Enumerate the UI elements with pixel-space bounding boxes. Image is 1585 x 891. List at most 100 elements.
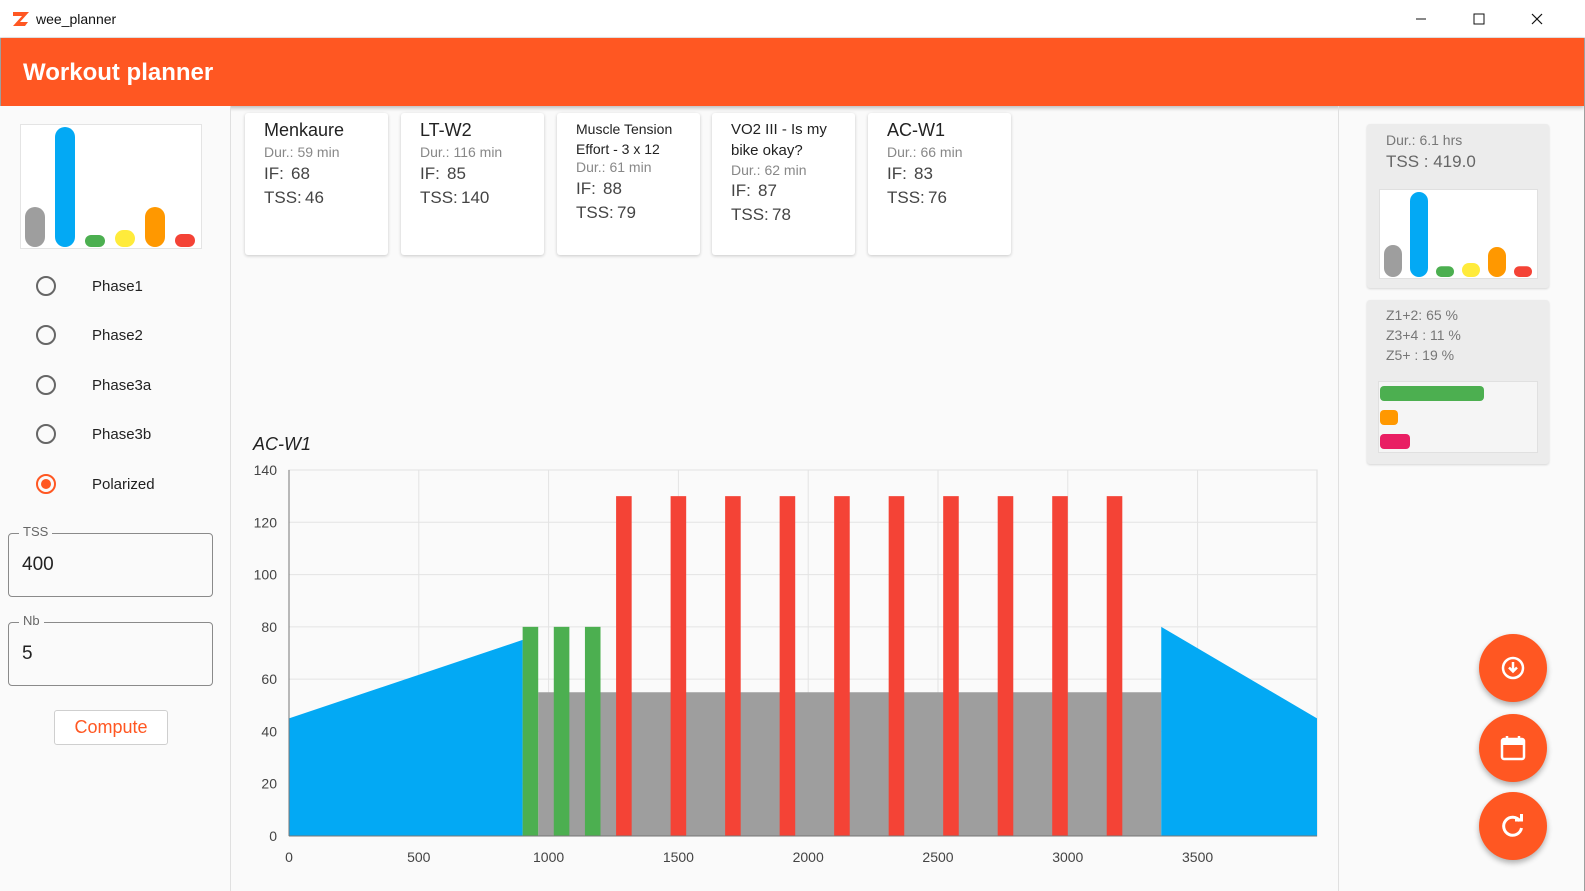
workout-duration: Dur.: 66 min: [887, 144, 963, 160]
summary-card: Dur.: 6.1 hrs TSS : 419.0: [1367, 124, 1549, 288]
interval-bar: [943, 496, 959, 836]
workout-if-value: 87: [758, 181, 777, 200]
y-tick-label: 20: [261, 776, 277, 792]
radio-button-checked[interactable]: [36, 474, 56, 494]
workout-name: VO2 III - Is my bike okay?: [731, 121, 827, 159]
workout-duration: Dur.: 62 min: [731, 162, 807, 178]
download-button[interactable]: [1479, 634, 1547, 702]
zone-bar: [1384, 245, 1402, 277]
workout-duration: Dur.: 61 min: [576, 159, 652, 175]
y-tick-label: 60: [261, 671, 277, 687]
x-tick-label: 1000: [533, 849, 564, 865]
radio-label: Phase1: [92, 278, 143, 295]
workout-if-value: 68: [291, 164, 310, 183]
workout-card[interactable]: Muscle Tension Effort - 3 x 12 Dur.: 61 …: [557, 113, 700, 255]
workout-card[interactable]: VO2 III - Is my bike okay? Dur.: 62 min …: [712, 113, 855, 255]
y-tick-label: 120: [254, 514, 278, 530]
workout-tss-label: TSS:: [420, 188, 458, 207]
y-tick-label: 0: [269, 828, 277, 844]
zone-distribution-bars: [1378, 381, 1538, 453]
workout-card[interactable]: LT-W2 Dur.: 116 min IF: 85 TSS: 140: [401, 113, 544, 255]
radio-label: Phase3b: [92, 426, 152, 443]
zone-bar: [1488, 247, 1506, 277]
maximize-button[interactable]: [1450, 0, 1508, 38]
close-icon: [1531, 13, 1543, 25]
workout-name: LT-W2: [420, 120, 472, 140]
radio-label: Phase3a: [92, 377, 152, 394]
nb-field-label: Nb: [19, 613, 44, 628]
zone-bar: [145, 207, 165, 247]
interval-bar: [725, 496, 741, 836]
compute-button[interactable]: Compute: [54, 710, 168, 745]
interval-bar: [1106, 496, 1123, 836]
minimize-button[interactable]: [1392, 0, 1450, 38]
zone-bar: [1514, 266, 1532, 277]
download-icon: [1501, 656, 1525, 680]
radio-phase3a[interactable]: Phase3a: [36, 374, 216, 400]
app-logo-icon: [13, 12, 29, 26]
workout-card[interactable]: AC-W1 Dur.: 66 min IF: 83 TSS: 76: [868, 113, 1011, 255]
close-button[interactable]: [1508, 0, 1566, 38]
radio-button[interactable]: [36, 325, 56, 345]
app-title: Workout planner: [23, 59, 214, 86]
x-tick-label: 2000: [793, 849, 824, 865]
workout-tss-value: 140: [461, 188, 490, 207]
app-bar: Workout planner: [1, 38, 1584, 106]
y-tick-label: 80: [261, 619, 277, 635]
x-tick-label: 2500: [922, 849, 953, 865]
summary-duration: Dur.: 6.1 hrs: [1386, 132, 1463, 148]
calendar-button[interactable]: [1479, 714, 1547, 782]
calendar-icon: [1500, 736, 1526, 761]
interval-bar: [584, 626, 601, 836]
workout-if-value: 88: [603, 179, 622, 198]
refresh-button[interactable]: [1479, 792, 1547, 860]
interval-bar: [834, 496, 850, 836]
x-tick-label: 1500: [663, 849, 694, 865]
interval-bar: [616, 496, 632, 836]
radio-phase2[interactable]: Phase2: [36, 324, 216, 350]
zone-bar: [1380, 386, 1484, 401]
zone-z12-text: Z1+2: 65 %: [1386, 307, 1458, 323]
nb-field[interactable]: Nb 5: [8, 613, 213, 686]
radio-phase3b[interactable]: Phase3b: [36, 423, 216, 449]
tss-field-value[interactable]: 400: [22, 554, 54, 575]
summary-tss: TSS : 419.0: [1386, 152, 1476, 171]
workout-tss-label: TSS:: [576, 203, 614, 222]
radio-phase1[interactable]: Phase1: [36, 275, 216, 301]
window-titlebar: wee_planner: [0, 0, 1585, 38]
nb-field-value[interactable]: 5: [22, 643, 33, 664]
radio-button[interactable]: [36, 276, 56, 296]
workout-profile-chart: 0 20 40 60 80 100 120 140 0 500 1000 1500 2000 2500 30…: [254, 462, 1318, 865]
workout-name: AC-W1: [887, 120, 945, 140]
interval-bar: [779, 496, 796, 836]
radio-button[interactable]: [36, 375, 56, 395]
phase-zone-chart: [20, 124, 202, 249]
radio-button[interactable]: [36, 424, 56, 444]
workout-card[interactable]: Menkaure Dur.: 59 min IF: 68 TSS: 46: [245, 113, 388, 255]
radio-label: Phase2: [92, 327, 143, 344]
y-tick-label: 40: [261, 723, 277, 739]
zone-bar: [175, 234, 195, 247]
workout-if-label: IF:: [731, 181, 751, 200]
tss-field[interactable]: TSS 400: [8, 524, 213, 597]
interval-bar: [1052, 496, 1068, 836]
y-tick-label: 100: [254, 567, 278, 583]
zone-distribution-card: Z1+2: 65 % Z3+4 : 11 % Z5+ : 19 %: [1367, 300, 1549, 464]
y-tick-label: 140: [254, 462, 278, 478]
x-tick-label: 500: [407, 849, 431, 865]
zone-bar: [1436, 266, 1454, 277]
zone-bar: [55, 127, 75, 247]
tss-field-label: TSS: [19, 524, 53, 539]
zone-bar: [85, 235, 105, 247]
workout-tss-value: 78: [772, 205, 791, 224]
workout-if-value: 85: [447, 164, 466, 183]
interval-bar: [997, 496, 1014, 836]
left-panel: Phase1 Phase2 Phase3a Phase3b Polarized …: [0, 106, 231, 891]
zone-bar: [1380, 410, 1398, 425]
interval-bar: [522, 626, 539, 836]
minimize-icon: [1416, 18, 1426, 20]
workout-if-label: IF:: [887, 164, 907, 183]
summary-zone-chart-svg: [1384, 192, 1532, 277]
radio-polarized[interactable]: Polarized: [36, 473, 216, 499]
zone-bar: [1410, 192, 1428, 277]
